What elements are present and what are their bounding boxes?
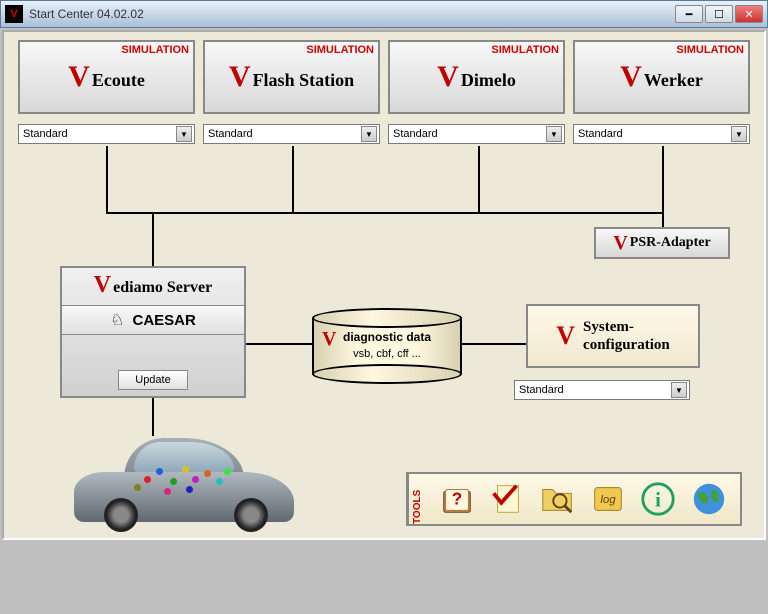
dropdown-value: Standard	[519, 384, 564, 396]
system-configuration-button[interactable]: V System- configuration	[526, 304, 700, 368]
ecoute-dropdown[interactable]: Standard ▼	[18, 124, 195, 144]
connector-line	[246, 343, 312, 345]
svg-text:?: ?	[452, 490, 462, 509]
connector-line	[462, 343, 526, 345]
v-logo-icon: V	[556, 321, 575, 351]
info-icon[interactable]: i	[637, 478, 679, 520]
module-dimelo: SIMULATION VDimelo Standard ▼	[388, 40, 565, 144]
connector-line	[662, 146, 664, 212]
v-logo-icon: V	[620, 60, 642, 94]
dropdown-value: Standard	[578, 128, 623, 140]
simulation-label: SIMULATION	[676, 44, 744, 56]
vediamo-server-box: Vediamo Server ♘ CAESAR Update	[60, 266, 246, 398]
diag-title: diagnostic data	[312, 330, 462, 344]
flash-station-dropdown[interactable]: Standard ▼	[203, 124, 380, 144]
caesar-button[interactable]: ♘ CAESAR	[62, 305, 244, 335]
globe-icon[interactable]	[688, 478, 730, 520]
checklist-icon[interactable]	[486, 478, 528, 520]
log-icon[interactable]: log	[587, 478, 629, 520]
caesar-icon: ♘	[110, 310, 124, 330]
sensor-dot	[186, 486, 193, 493]
tools-bar: TOOLS ? log i	[406, 472, 742, 526]
ecoute-button[interactable]: SIMULATION VEcoute	[18, 40, 195, 114]
window-titlebar: V Start Center 04.02.02 ━ ☐ ✕	[0, 0, 768, 28]
module-name: Flash Station	[253, 70, 355, 90]
simulation-label: SIMULATION	[306, 44, 374, 56]
tools-label: TOOLS	[408, 474, 426, 524]
sensor-dot	[134, 484, 141, 491]
search-folder-icon[interactable]	[537, 478, 579, 520]
v-logo-icon: V	[229, 60, 251, 94]
simulation-label: SIMULATION	[491, 44, 559, 56]
chevron-down-icon: ▼	[731, 126, 747, 142]
connector-line	[662, 212, 664, 227]
module-flash-station: SIMULATION VFlash Station Standard ▼	[203, 40, 380, 144]
sensor-dot	[204, 470, 211, 477]
dimelo-dropdown[interactable]: Standard ▼	[388, 124, 565, 144]
svg-text:i: i	[656, 488, 662, 512]
connector-line	[106, 146, 108, 212]
caesar-label: CAESAR	[133, 312, 196, 329]
modules-row: SIMULATION VEcoute Standard ▼ SIMULATION…	[18, 40, 750, 144]
module-name: Ecoute	[92, 70, 145, 90]
module-werker: SIMULATION VWerker Standard ▼	[573, 40, 750, 144]
werker-dropdown[interactable]: Standard ▼	[573, 124, 750, 144]
v-logo-icon: V	[68, 60, 90, 94]
connector-line	[292, 146, 294, 212]
werker-button[interactable]: SIMULATION VWerker	[573, 40, 750, 114]
psr-adapter-button[interactable]: V PSR-Adapter	[594, 227, 730, 259]
diagnostic-data-cylinder[interactable]: V diagnostic data vsb, cbf, cff ...	[312, 308, 462, 384]
v-logo-icon: V	[437, 60, 459, 94]
simulation-label: SIMULATION	[121, 44, 189, 56]
dropdown-value: Standard	[208, 128, 253, 140]
help-book-icon[interactable]: ?	[436, 478, 478, 520]
car-image	[74, 422, 294, 532]
connector-line	[478, 146, 480, 212]
sensor-dot	[224, 468, 231, 475]
minimize-button[interactable]: ━	[675, 5, 703, 23]
window-title: Start Center 04.02.02	[29, 7, 675, 21]
module-name: Werker	[644, 70, 703, 90]
connector-bus	[106, 212, 664, 214]
v-logo-icon: V	[613, 232, 627, 255]
server-title: Vediamo Server	[94, 268, 212, 305]
dimelo-button[interactable]: SIMULATION VDimelo	[388, 40, 565, 114]
sensor-dot	[164, 488, 171, 495]
update-button[interactable]: Update	[118, 370, 188, 390]
psr-label: PSR-Adapter	[630, 235, 711, 251]
sensor-dot	[192, 476, 199, 483]
sensor-dot	[170, 478, 177, 485]
v-logo-icon: V	[94, 272, 111, 299]
diag-subtitle: vsb, cbf, cff ...	[312, 348, 462, 360]
chevron-down-icon: ▼	[671, 382, 687, 398]
sensor-dot	[156, 468, 163, 475]
chevron-down-icon: ▼	[176, 126, 192, 142]
dropdown-value: Standard	[393, 128, 438, 140]
maximize-button[interactable]: ☐	[705, 5, 733, 23]
dropdown-value: Standard	[23, 128, 68, 140]
flash-station-button[interactable]: SIMULATION VFlash Station	[203, 40, 380, 114]
main-panel: SIMULATION VEcoute Standard ▼ SIMULATION…	[2, 30, 766, 540]
svg-text:log: log	[601, 494, 617, 506]
chevron-down-icon: ▼	[361, 126, 377, 142]
chevron-down-icon: ▼	[546, 126, 562, 142]
connector-line	[152, 212, 154, 266]
app-icon: V	[5, 5, 23, 23]
sensor-dot	[144, 476, 151, 483]
sysconf-dropdown[interactable]: Standard ▼	[514, 380, 690, 400]
sensor-dot	[182, 466, 189, 473]
sensor-dot	[216, 478, 223, 485]
sysconf-label: System- configuration	[583, 318, 670, 354]
module-ecoute: SIMULATION VEcoute Standard ▼	[18, 40, 195, 144]
module-name: Dimelo	[461, 70, 516, 90]
close-button[interactable]: ✕	[735, 5, 763, 23]
